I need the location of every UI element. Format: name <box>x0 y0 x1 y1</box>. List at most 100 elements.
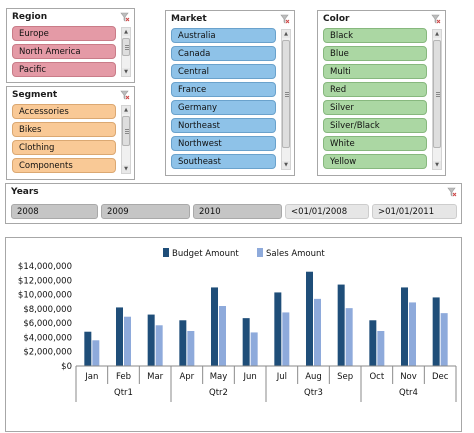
segment-item[interactable]: Accessories <box>12 104 116 119</box>
color-item[interactable]: Yellow <box>323 154 427 169</box>
color-item[interactable]: Silver/Black <box>323 118 427 133</box>
month-label: Sep <box>337 372 353 382</box>
color-item[interactable]: Multi <box>323 64 427 79</box>
region-item[interactable]: Europe <box>12 26 116 41</box>
scroll-thumb[interactable] <box>122 38 130 56</box>
clear-filter-icon[interactable] <box>431 14 441 24</box>
scroll-up-icon[interactable]: ▲ <box>433 30 441 38</box>
scroll-thumb[interactable] <box>122 116 130 146</box>
segment-slicer-title: Segment <box>12 90 58 100</box>
sales-bar <box>92 340 100 366</box>
budget-vs-sales-chart: $0 $2,000,000 $4,000,000 $6,000,000 $8,000,0… <box>18 248 457 402</box>
budget-bar <box>401 287 408 366</box>
region-slicer-header: Region <box>7 9 134 25</box>
clear-filter-icon[interactable] <box>120 12 130 22</box>
month-label: Jun <box>243 372 257 382</box>
budget-bar <box>179 320 187 366</box>
budget-bar <box>432 297 440 366</box>
month-label: Aug <box>305 372 322 382</box>
color-item-list: Black Blue Multi Red Silver Silver/Black White… <box>323 28 427 171</box>
region-item[interactable]: Pacific <box>12 62 116 77</box>
month-label: Apr <box>179 372 194 382</box>
year-button-after-2011[interactable]: >01/01/2011 <box>372 204 457 219</box>
year-button-2008[interactable]: 2008 <box>11 204 98 219</box>
clear-filter-icon[interactable] <box>447 187 457 197</box>
sales-bar <box>124 316 131 366</box>
thumb-grip <box>285 94 289 95</box>
sales-bar <box>219 306 226 366</box>
scroll-up-icon[interactable]: ▲ <box>122 28 130 36</box>
segment-item[interactable]: Components <box>12 158 116 173</box>
color-item[interactable]: Blue <box>323 46 427 61</box>
budget-bar <box>116 307 123 366</box>
thumb-grip <box>285 92 289 93</box>
color-item[interactable]: Black <box>323 28 427 43</box>
month-label: Mar <box>147 372 164 382</box>
legend-swatch <box>163 248 169 257</box>
market-item[interactable]: Northwest <box>171 136 276 151</box>
budget-bar <box>242 318 250 366</box>
clear-filter-icon[interactable] <box>280 14 290 24</box>
legend-label: Budget Amount <box>172 249 239 259</box>
years-slicer-header: Years <box>6 184 461 200</box>
budget-bar <box>211 287 218 366</box>
market-item[interactable]: Germany <box>171 100 276 115</box>
color-scrollbar[interactable]: ▲ ▼ <box>432 29 442 170</box>
year-button-2009[interactable]: 2009 <box>101 204 190 219</box>
market-scrollbar[interactable]: ▲ ▼ <box>281 29 291 170</box>
y-tick-label: $4,000,000 <box>23 333 72 343</box>
market-item[interactable]: Southeast <box>171 154 276 169</box>
market-item[interactable]: Canada <box>171 46 276 61</box>
sales-bar <box>187 331 195 366</box>
segment-item-list: Accessories Bikes Clothing Components <box>12 104 116 175</box>
thumb-grip <box>436 92 440 93</box>
segment-scrollbar[interactable]: ▲ ▼ <box>121 105 131 174</box>
scroll-down-icon[interactable]: ▼ <box>282 161 290 169</box>
scroll-down-icon[interactable]: ▼ <box>122 165 130 173</box>
clear-filter-icon[interactable] <box>120 90 130 100</box>
segment-item[interactable]: Bikes <box>12 122 116 137</box>
region-item[interactable]: North America <box>12 44 116 59</box>
region-slicer: Region Europe North America Pacific ▲ ▼ <box>6 8 135 83</box>
thumb-grip <box>125 49 129 50</box>
scroll-thumb[interactable] <box>433 40 441 148</box>
month-label: May <box>210 372 228 382</box>
color-slicer-title: Color <box>323 14 350 24</box>
scroll-thumb[interactable] <box>282 40 290 148</box>
scroll-up-icon[interactable]: ▲ <box>282 30 290 38</box>
y-tick-label: $8,000,000 <box>23 305 72 315</box>
budget-bar <box>84 331 92 366</box>
scroll-down-icon[interactable]: ▼ <box>433 161 441 169</box>
y-tick-label: $6,000,000 <box>23 319 72 329</box>
budget-bar <box>306 271 313 366</box>
sales-bar <box>377 331 385 366</box>
market-item[interactable]: Australia <box>171 28 276 43</box>
market-item[interactable]: Northeast <box>171 118 276 133</box>
year-button-before-2008[interactable]: <01/01/2008 <box>285 204 369 219</box>
y-tick-label: $10,000,000 <box>18 291 72 301</box>
region-scrollbar[interactable]: ▲ ▼ <box>121 27 131 77</box>
sales-bar <box>314 298 321 366</box>
year-button-2010[interactable]: 2010 <box>193 204 282 219</box>
sales-bar <box>282 312 290 366</box>
market-slicer: Market Australia Canada Central France Germa… <box>165 10 295 176</box>
y-tick-label: $0 <box>61 362 72 372</box>
scroll-up-icon[interactable]: ▲ <box>122 106 130 114</box>
sales-bar <box>345 308 353 366</box>
thumb-grip <box>285 96 289 97</box>
legend-swatch <box>257 248 263 257</box>
color-item[interactable]: Red <box>323 82 427 97</box>
color-slicer: Color Black Blue Multi Red Silver Silver/Blac… <box>317 10 446 176</box>
scroll-down-icon[interactable]: ▼ <box>122 68 130 76</box>
color-item[interactable]: Silver <box>323 100 427 115</box>
quarter-label: Qtr4 <box>399 388 418 398</box>
market-item[interactable]: Central <box>171 64 276 79</box>
segment-slicer: Segment Accessories Bikes Clothing Componen… <box>6 86 135 180</box>
segment-item[interactable]: Clothing <box>12 140 116 155</box>
market-item[interactable]: France <box>171 82 276 97</box>
region-item-list: Europe North America Pacific <box>12 26 116 78</box>
region-slicer-title: Region <box>12 12 48 22</box>
quarter-label: Qtr3 <box>304 388 323 398</box>
quarter-label: Qtr1 <box>114 388 133 398</box>
color-item[interactable]: White <box>323 136 427 151</box>
